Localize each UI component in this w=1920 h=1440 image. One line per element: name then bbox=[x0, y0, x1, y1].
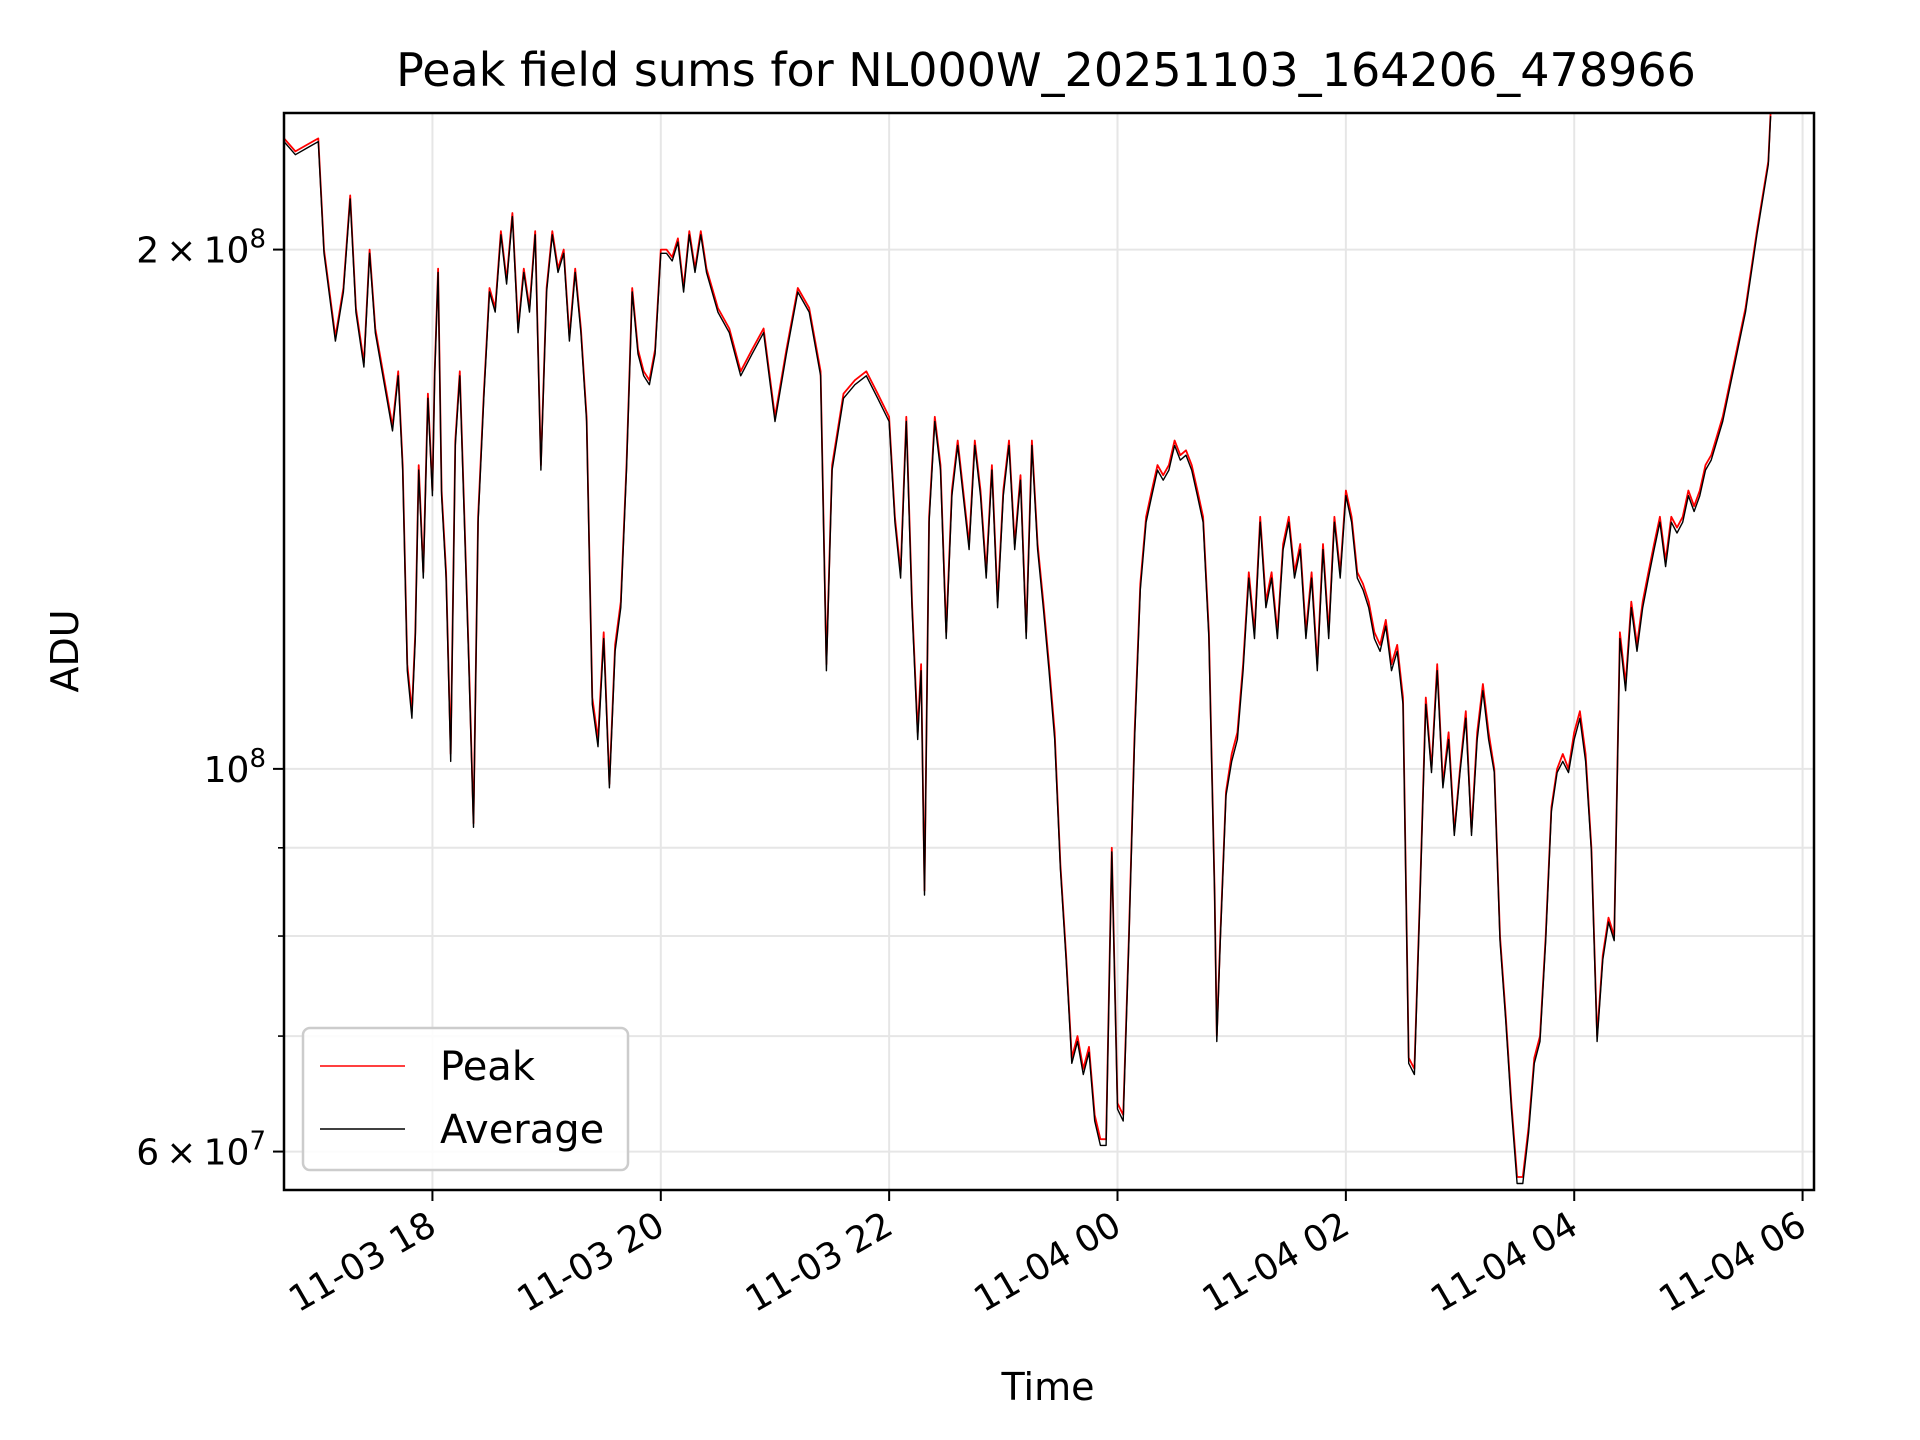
x-tick-label: 11-04 04 bbox=[1424, 1204, 1585, 1320]
y-axis-label: ADU bbox=[43, 609, 87, 692]
y-tick-label: 108 bbox=[204, 744, 266, 791]
x-tick-label: 11-03 18 bbox=[282, 1204, 443, 1320]
x-axis-label: Time bbox=[1001, 1365, 1095, 1409]
x-axis: 11-03 18 11-03 20 11-03 22 11-04 00 11-04 02… bbox=[282, 1190, 1813, 1321]
legend: Peak Average bbox=[301, 1026, 630, 1172]
y-axis: 6 × 107 108 2 × 108 bbox=[136, 225, 284, 1174]
x-tick-label: 11-03 20 bbox=[511, 1204, 672, 1320]
legend-average-label: Average bbox=[440, 1107, 604, 1153]
x-tick-label: 11-04 06 bbox=[1652, 1204, 1813, 1320]
x-tick-label: 11-04 02 bbox=[1196, 1204, 1357, 1320]
x-tick-label: 11-04 00 bbox=[967, 1204, 1128, 1320]
legend-box bbox=[301, 1026, 630, 1172]
plot-frame bbox=[282, 111, 1816, 1192]
legend-peak-label: Peak bbox=[440, 1044, 536, 1090]
chart-title: Peak field sums for NL000W_20251103_1642… bbox=[396, 43, 1696, 97]
y-tick-label: 6 × 107 bbox=[136, 1127, 266, 1174]
x-tick-label: 11-03 22 bbox=[739, 1204, 900, 1320]
series-group bbox=[284, 113, 1772, 1185]
series-line-average bbox=[284, 116, 1772, 1185]
y-tick-label: 2 × 108 bbox=[136, 225, 266, 272]
